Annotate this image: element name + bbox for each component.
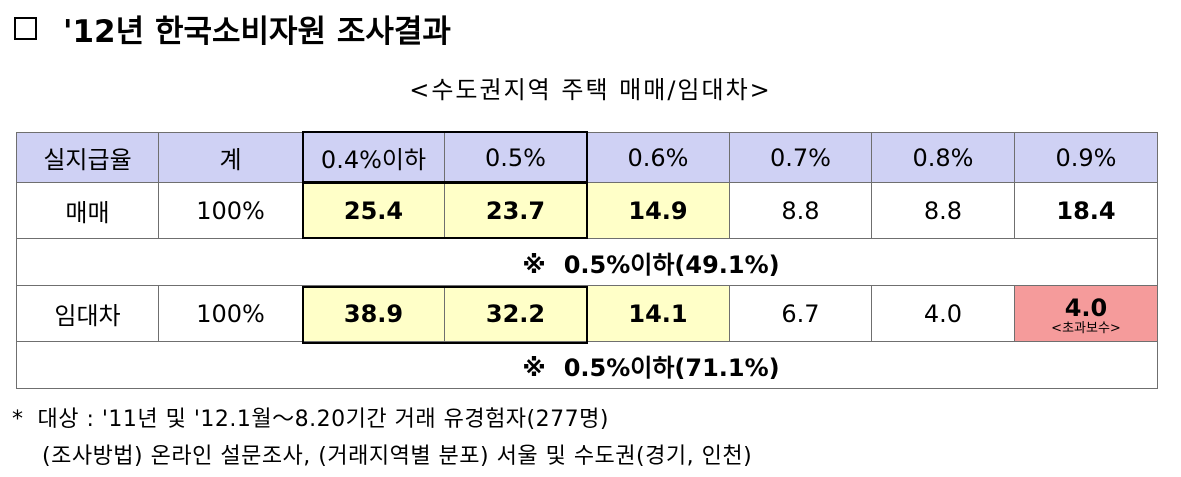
value-cell: 32.2 — [444, 285, 587, 342]
lease-row: 임대차 100% 38.9 32.2 14.1 6.7 4.0 4.0 <초과보수… — [16, 285, 1158, 342]
total-cell: 100% — [158, 182, 303, 239]
header-cell: 0.7% — [729, 132, 872, 183]
row-label: 매매 — [16, 182, 159, 239]
sale-note: ※ 0.5%이하(49.1%) — [16, 238, 1158, 286]
over-fee-cell: 4.0 <초과보수> — [1014, 285, 1158, 342]
value-cell: 6.7 — [729, 285, 872, 342]
value-cell: 23.7 — [444, 182, 587, 239]
value-cell: 38.9 — [302, 285, 445, 342]
header-cell: 0.6% — [586, 132, 730, 183]
value-text: 4.0 — [1064, 293, 1108, 322]
footnote-method: (조사방법) 온라인 설문조사, (거래지역별 분포) 서울 및 수도권(경기,… — [42, 444, 753, 469]
header-cell: 0.9% — [1014, 132, 1158, 183]
note-text: 0.5%이하(71.1%) — [563, 353, 780, 382]
header-cell: 실지급율 — [16, 132, 159, 183]
value-cell: 8.8 — [871, 182, 1015, 239]
reference-mark: ※ — [522, 250, 546, 279]
brokerage-rate-table: 실지급율 계 0.4%이하 0.5% 0.6% 0.7% 0.8% 0.9% 매… — [16, 132, 1158, 389]
header-cell: 계 — [158, 132, 303, 183]
value-cell: 14.1 — [586, 285, 730, 342]
page-title: '12년 한국소비자원 조사결과 — [14, 6, 451, 50]
header-cell: 0.4%이하 — [302, 132, 445, 183]
asterisk-mark: * — [12, 407, 24, 432]
value-cell: 14.9 — [586, 182, 730, 239]
row-label: 임대차 — [16, 285, 159, 342]
header-cell: 0.8% — [871, 132, 1015, 183]
sale-note-row: ※ 0.5%이하(49.1%) — [16, 238, 1158, 286]
title-text: '12년 한국소비자원 조사결과 — [63, 13, 451, 50]
value-cell: 18.4 — [1014, 182, 1158, 239]
note-text: 0.5%이하(49.1%) — [563, 250, 780, 279]
checkbox-icon — [14, 16, 37, 40]
value-cell: 4.0 — [871, 285, 1015, 342]
header-cell: 0.5% — [444, 132, 587, 183]
value-cell: 25.4 — [302, 182, 445, 239]
value-cell: 8.8 — [729, 182, 872, 239]
table-caption: <수도권지역 주택 매매/임대차> — [409, 76, 772, 104]
header-row: 실지급율 계 0.4%이하 0.5% 0.6% 0.7% 0.8% 0.9% — [16, 132, 1158, 183]
lease-note-row: ※ 0.5%이하(71.1%) — [16, 341, 1158, 389]
footnote-target: * 대상 : '11년 및 '12.1월～8.20기간 거래 유경험자(277명) — [12, 401, 609, 433]
over-fee-label: <초과보수> — [1051, 320, 1121, 336]
reference-mark: ※ — [522, 353, 546, 382]
lease-note: ※ 0.5%이하(71.1%) — [16, 341, 1158, 389]
total-cell: 100% — [158, 285, 303, 342]
footnote-text: 대상 : '11년 및 '12.1월～8.20기간 거래 유경험자(277명) — [37, 407, 609, 432]
sale-row: 매매 100% 25.4 23.7 14.9 8.8 8.8 18.4 — [16, 182, 1158, 239]
